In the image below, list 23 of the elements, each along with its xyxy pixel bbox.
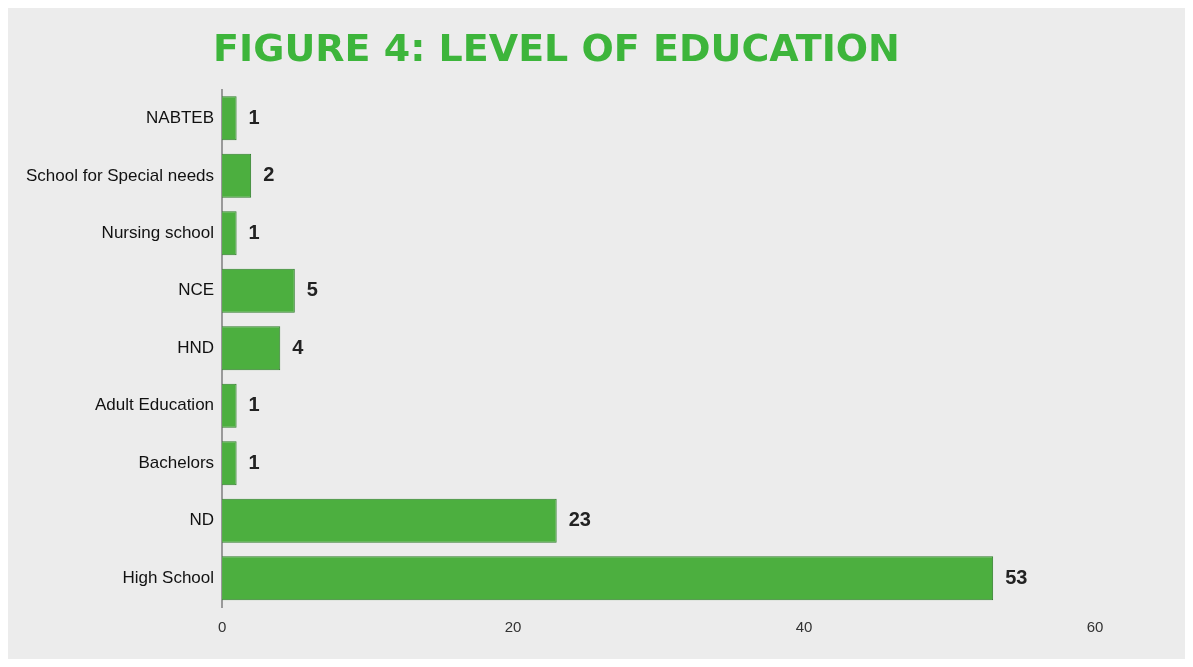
x-tick-label: 0 (217, 618, 227, 636)
x-tick-label: 20 (504, 618, 522, 636)
data-label: 4 (292, 335, 305, 358)
y-tick-label: School for Special needs (26, 165, 215, 185)
data-label: 1 (248, 220, 260, 243)
data-label: 1 (248, 105, 260, 128)
data-label: 1 (248, 393, 260, 416)
y-tick-label: NCE (178, 280, 215, 300)
data-label: 53 (1005, 565, 1028, 588)
data-label: 2 (263, 163, 275, 186)
x-tick-label: 60 (1086, 618, 1104, 636)
y-tick-label: Adult Education (94, 395, 215, 415)
y-tick-label: High School (122, 567, 215, 587)
y-tick-label: Nursing school (101, 223, 215, 243)
data-label: 23 (568, 508, 591, 531)
x-tick-label: 40 (795, 618, 813, 636)
y-tick-label: ND (189, 510, 215, 530)
data-label: 1 (248, 450, 260, 473)
chart-title: FIGURE 4: LEVEL OF EDUCATION (213, 25, 900, 70)
y-tick-label: NABTEB (146, 108, 215, 128)
data-label: 5 (306, 278, 318, 301)
y-tick-label: HND (177, 337, 215, 357)
y-tick-label: Bachelors (138, 452, 215, 472)
